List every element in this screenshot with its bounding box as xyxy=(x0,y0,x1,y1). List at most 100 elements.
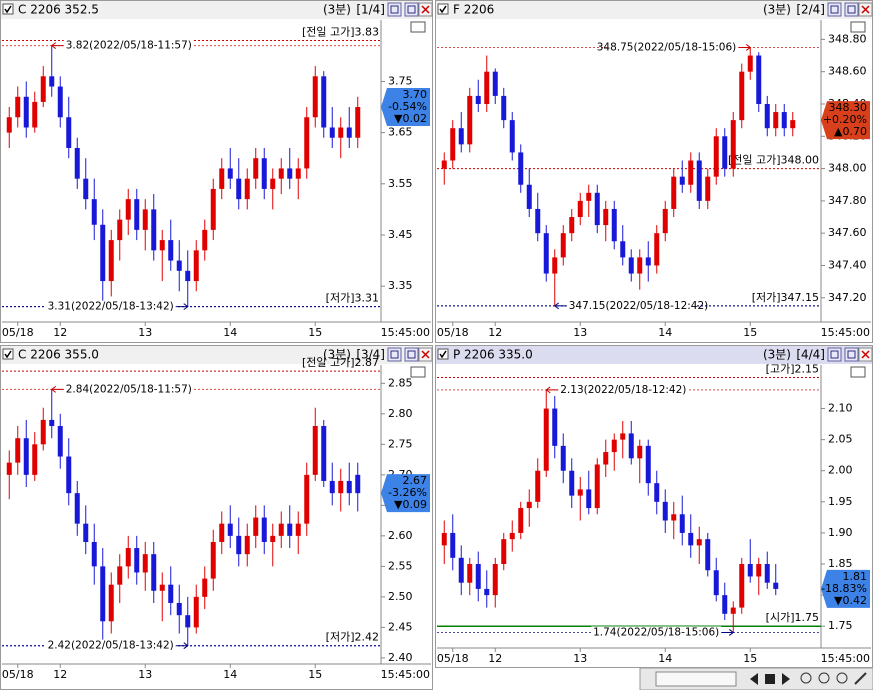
high-note-arrow xyxy=(50,42,64,49)
low-note-arrow xyxy=(175,642,189,650)
candle-body xyxy=(227,168,233,179)
panel-index: [4/4] xyxy=(796,348,825,362)
scrollbar[interactable] xyxy=(639,667,873,690)
candle-body xyxy=(304,117,310,169)
panel-period: (3분) xyxy=(763,348,791,362)
scale-toggle[interactable] xyxy=(410,21,426,33)
candle-body xyxy=(49,419,55,427)
high-note-bg xyxy=(63,383,194,396)
y-tick-label: 2.40 xyxy=(388,651,413,664)
ref-label: [저가]2.42 xyxy=(326,631,379,644)
btn-restore[interactable] xyxy=(387,2,402,17)
btn-zoom-out[interactable] xyxy=(818,672,830,684)
price-box-text: -3.26% xyxy=(388,486,427,499)
candle-body xyxy=(210,188,216,230)
y-tick-label: 347.20 xyxy=(828,291,867,304)
btn-prev[interactable] xyxy=(750,673,758,685)
x-tick-label: 05/18 xyxy=(2,668,34,681)
candle-body xyxy=(15,438,21,463)
candle-body xyxy=(227,523,233,536)
panel-period: (3분) xyxy=(763,3,791,17)
panel-frame xyxy=(435,0,873,343)
candle-body xyxy=(74,147,80,179)
btn-stop[interactable] xyxy=(765,674,775,684)
candle-body xyxy=(202,578,208,597)
low-note: 347.15(2022/05/18-12:42) xyxy=(569,300,709,312)
y-tick-label: 2.05 xyxy=(828,433,853,446)
scale-toggle[interactable] xyxy=(410,366,426,378)
y-tick-label: 2.85 xyxy=(388,376,413,389)
y-tick-label: 348.80 xyxy=(828,32,867,45)
candle-body xyxy=(467,564,473,583)
high-note: 3.82(2022/05/18-11:57) xyxy=(66,40,192,52)
panel-header xyxy=(436,346,872,364)
btn-maximize[interactable] xyxy=(404,347,419,362)
checkbox[interactable] xyxy=(2,3,14,15)
btn-restore[interactable] xyxy=(827,2,842,17)
btn-next[interactable] xyxy=(782,673,790,685)
checkbox[interactable] xyxy=(437,348,449,360)
high-note: 348.75(2022/05/18-15:06) xyxy=(597,41,737,53)
candle-body xyxy=(654,233,660,266)
candle-body xyxy=(543,408,549,471)
candle-body xyxy=(526,184,532,209)
candle-body xyxy=(40,76,46,102)
btn-close-icon xyxy=(861,350,870,359)
btn-maximize[interactable] xyxy=(844,2,859,17)
btn-maximize[interactable] xyxy=(844,347,859,362)
btn-tools[interactable] xyxy=(854,672,867,685)
candle-body xyxy=(168,584,174,603)
y-tick-label: 2.80 xyxy=(388,407,413,420)
candle-body xyxy=(526,501,532,509)
candle-body xyxy=(176,260,182,271)
btn-zoom-reset[interactable] xyxy=(836,672,848,684)
checkbox[interactable] xyxy=(437,3,449,15)
candle-body xyxy=(509,532,515,540)
candle-body xyxy=(329,127,335,138)
y-tick-label: 348.00 xyxy=(828,162,867,175)
candle-body xyxy=(475,564,481,589)
y-tick-label: 348.60 xyxy=(828,65,867,78)
candle-body xyxy=(261,517,267,542)
btn-restore[interactable] xyxy=(827,347,842,362)
price-box-text: ▲0.70 xyxy=(834,125,867,138)
candle-body xyxy=(441,532,447,546)
scale-toggle[interactable] xyxy=(850,21,866,33)
btn-restore[interactable] xyxy=(387,347,402,362)
candle-body xyxy=(560,445,566,471)
candle-body xyxy=(594,464,600,509)
scroll-thumb[interactable] xyxy=(655,671,737,687)
x-tick-label: 15 xyxy=(743,652,757,665)
candle-body xyxy=(159,240,165,251)
btn-zoom-in[interactable] xyxy=(800,672,812,684)
checkbox[interactable] xyxy=(2,348,14,360)
scale-toggle[interactable] xyxy=(850,366,866,378)
y-tick-label: 2.60 xyxy=(388,529,413,542)
btn-maximize[interactable] xyxy=(404,2,419,17)
y-tick-label: 3.55 xyxy=(388,177,413,190)
candle-body xyxy=(747,55,753,72)
low-note-bg xyxy=(566,299,697,312)
panel-index: [3/4] xyxy=(356,348,385,362)
candle-body xyxy=(193,250,199,282)
price-box-text: 1.81 xyxy=(843,570,868,583)
candle-body xyxy=(654,483,660,502)
candle-body xyxy=(603,452,609,465)
btn-maximize-icon xyxy=(407,350,416,359)
low-note-bg xyxy=(45,300,176,313)
btn-close-icon xyxy=(861,5,870,14)
price-box-text: ▼0.09 xyxy=(394,498,427,511)
candle-body xyxy=(100,566,106,622)
candle-body xyxy=(49,76,55,87)
candle-body xyxy=(747,564,753,577)
candle-body xyxy=(713,136,719,177)
btn-restore-icon xyxy=(830,350,839,359)
candle-body xyxy=(278,523,284,536)
low-note-bg xyxy=(45,639,176,652)
candle-body xyxy=(287,168,293,179)
candle-body xyxy=(603,208,609,226)
panel-header xyxy=(1,346,432,364)
low-note-arrow xyxy=(721,629,735,636)
candle-body xyxy=(295,523,301,536)
